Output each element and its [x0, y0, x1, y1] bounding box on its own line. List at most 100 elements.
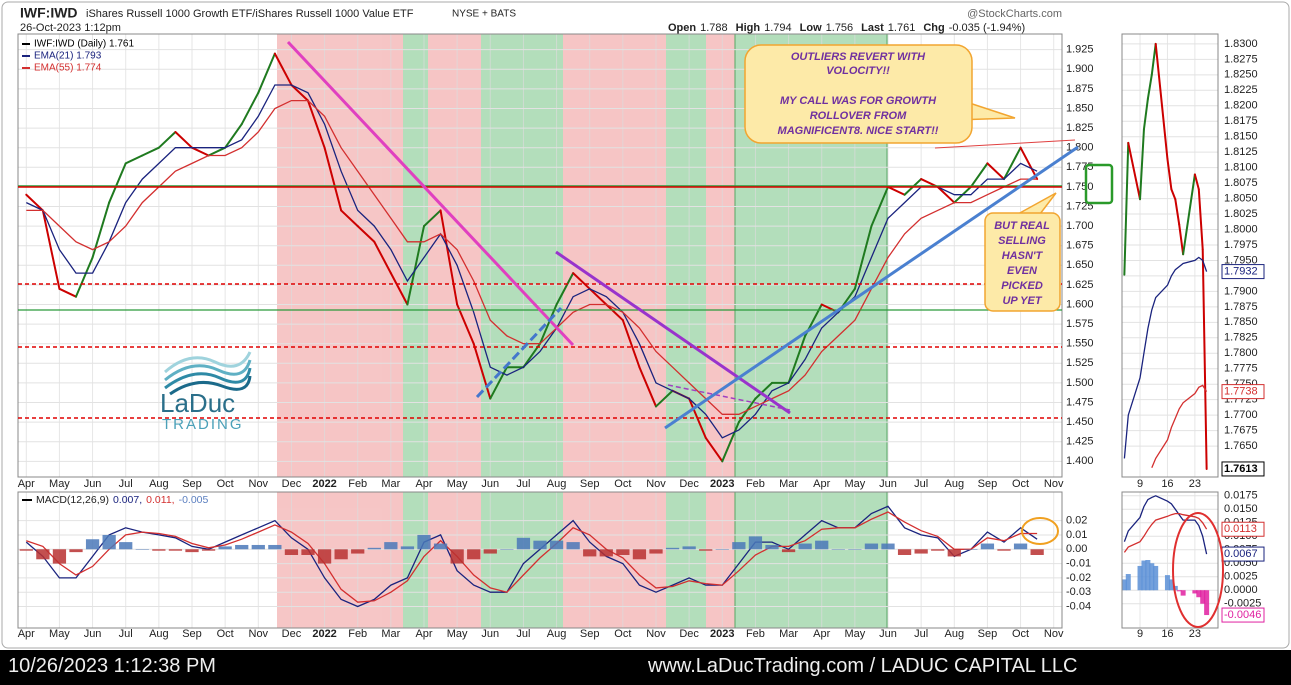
y-tick-label: 1.525	[1066, 357, 1094, 369]
histogram-bar	[616, 549, 630, 555]
green-zone	[481, 492, 563, 628]
histogram-bar	[500, 549, 514, 550]
price-segment	[472, 342, 492, 400]
y-tick-label: 1.7975	[1224, 239, 1258, 251]
y-tick-label: 0.01	[1066, 529, 1087, 541]
histogram-bar	[1149, 563, 1155, 591]
legend-entry: -0.005	[179, 494, 209, 506]
red-zone	[428, 34, 481, 477]
histogram-bar	[1204, 590, 1210, 616]
histogram-bar	[251, 544, 265, 550]
annotation-line: HASN'T	[1002, 250, 1044, 262]
x-tick-label: Sep	[978, 478, 998, 490]
histogram-bar	[235, 544, 249, 550]
y-tick-label: 1.7900	[1224, 285, 1258, 297]
x-tick-label: Jun	[84, 478, 102, 490]
price-segment	[373, 240, 392, 275]
red-zone	[706, 492, 735, 628]
y-tick-label: 1.7700	[1224, 409, 1258, 421]
histogram-bar	[1192, 590, 1198, 594]
price-segment	[191, 146, 210, 157]
price-segment	[58, 287, 77, 298]
histogram-bar	[284, 549, 299, 555]
histogram-bar	[152, 549, 166, 551]
y-tick-label: 0.0175	[1224, 490, 1258, 502]
x-tick-label: Aug	[547, 628, 567, 640]
price-segment	[1154, 42, 1169, 160]
chart: Apr May Jun Jul Aug Sep Oct Nov Dec 2022 Feb Mar Apr…	[1, 1, 1290, 649]
annotation-line: MAGNIFICENT8. NICE START!!	[778, 125, 939, 137]
histogram-bar	[765, 544, 779, 550]
x-tick-label: Oct	[1012, 628, 1029, 640]
x-tick-label: Nov	[249, 628, 269, 640]
highlight-ellipse	[1021, 517, 1059, 545]
annotation-line: VOLOCITY!!	[826, 65, 890, 77]
price-segment	[174, 131, 193, 149]
logo-tagline: TRADING	[162, 416, 244, 433]
histogram-bar	[1176, 590, 1182, 592]
price-segment	[1170, 188, 1177, 201]
x-tick-label: May	[844, 628, 865, 640]
y-tick-label: 1.450	[1066, 416, 1094, 428]
histogram-bar	[351, 549, 365, 554]
price-segment	[1178, 223, 1185, 256]
histogram-bar	[1121, 579, 1127, 591]
series-line	[25, 505, 1038, 608]
histogram-bar	[815, 540, 829, 550]
price-segment	[588, 287, 608, 306]
red-zone	[277, 492, 403, 628]
histogram-bar	[897, 549, 912, 555]
y-tick-label: 1.550	[1066, 338, 1094, 350]
last-value-label: 0.0067	[1224, 548, 1258, 560]
series-line	[1123, 495, 1208, 555]
histogram-bar	[848, 549, 862, 550]
quote-value: 1.756	[826, 22, 854, 34]
logo-wave	[164, 351, 252, 374]
y-tick-label: 1.775	[1066, 161, 1094, 173]
green-zone	[734, 491, 888, 629]
logo-wave	[164, 359, 252, 382]
red-zone	[706, 34, 735, 477]
price-segment	[1127, 141, 1142, 201]
price-segment	[307, 99, 326, 149]
x-tick-label: Sep	[580, 478, 600, 490]
x-tick-label: Mar	[779, 478, 798, 490]
x-tick-label: Apr	[18, 628, 35, 640]
price-segment	[406, 225, 425, 306]
quote-value: 1.794	[764, 22, 792, 34]
price-segment	[754, 381, 773, 400]
x-tick-label: Aug	[944, 628, 964, 640]
annotation-line: PICKED	[1001, 280, 1043, 292]
security-name: iShares Russell 1000 Growth ETF/iShares …	[86, 8, 414, 20]
histogram-bar	[1180, 590, 1186, 596]
x-tick-label: Oct	[614, 478, 631, 490]
price-segment	[887, 185, 906, 196]
x-tick-label: Feb	[348, 628, 367, 640]
y-tick-label: 1.7675	[1224, 425, 1258, 437]
green-zone	[666, 492, 706, 628]
histogram-bar	[781, 549, 796, 553]
price-segment	[141, 146, 160, 157]
x-tick-label: Apr	[415, 478, 432, 490]
price-segment	[456, 303, 475, 345]
price-segment	[356, 225, 376, 243]
y-tick-label: 1.575	[1066, 318, 1094, 330]
price-segment	[1193, 173, 1200, 191]
y-tick-label: 1.875	[1066, 83, 1094, 95]
quote-label: Chg	[923, 22, 944, 34]
histogram-bar	[1141, 560, 1147, 591]
x-tick-label: Sep	[978, 628, 998, 640]
footer: 10/26/2023 1:12:38 PM www.LaDucTrading.c…	[0, 650, 1291, 685]
histogram-bar	[218, 546, 232, 550]
x-tick-label: Jun	[84, 628, 102, 640]
y-tick-label: 1.900	[1066, 63, 1094, 75]
price-segment	[323, 146, 343, 212]
price-segment	[1019, 146, 1039, 181]
x-tick-label: Aug	[944, 478, 964, 490]
price-segment	[1146, 73, 1153, 100]
highlight-ellipse	[1172, 512, 1224, 628]
x-tick-label: Nov	[646, 478, 666, 490]
quote-label: Last	[861, 22, 884, 34]
x-tick-label: May	[447, 628, 468, 640]
histogram-bar	[135, 549, 149, 550]
